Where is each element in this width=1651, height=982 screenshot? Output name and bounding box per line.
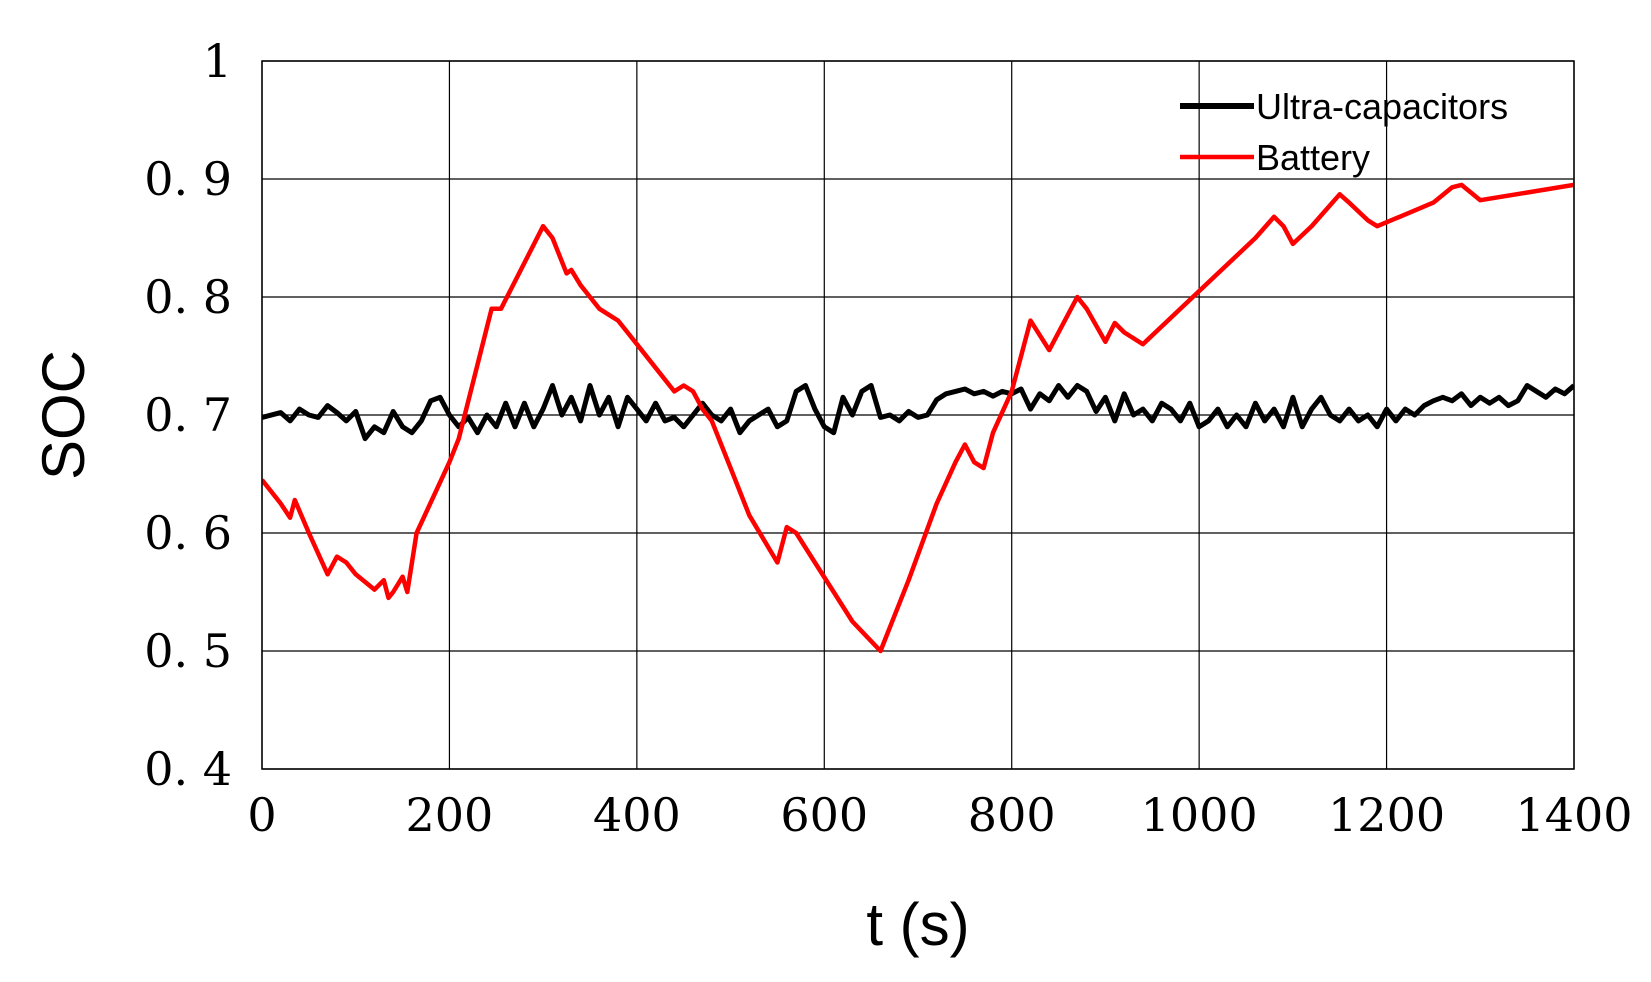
series-line-battery	[262, 182, 1574, 654]
x-tick-label: 1000	[1141, 788, 1258, 842]
y-tick-labels: 0. 4 0. 5 0. 6 0. 7 0. 8 0. 9 1	[144, 34, 232, 796]
y-tick-label: 0. 4	[144, 742, 232, 796]
legend: Ultra-capacitors Battery	[1180, 86, 1508, 178]
y-axis-title: SOC	[30, 350, 97, 480]
x-tick-label: 800	[968, 788, 1056, 842]
y-tick-label: 1	[203, 34, 232, 88]
x-tick-label: 600	[780, 788, 868, 842]
x-tick-label: 400	[593, 788, 681, 842]
y-tick-label: 0. 7	[144, 388, 232, 442]
x-axis-title: t (s)	[866, 891, 969, 958]
x-tick-label: 1200	[1328, 788, 1445, 842]
series-layer	[262, 182, 1574, 654]
legend-label: Ultra-capacitors	[1256, 86, 1508, 127]
x-tick-labels: 0 200 400 600 800 1000 1200 1400	[247, 788, 1632, 842]
legend-label: Battery	[1256, 137, 1370, 178]
x-tick-label: 200	[406, 788, 494, 842]
y-tick-label: 0. 9	[144, 152, 232, 206]
x-tick-label: 1400	[1515, 788, 1632, 842]
y-tick-label: 0. 8	[144, 270, 232, 324]
x-tick-label: 0	[247, 788, 276, 842]
y-tick-label: 0. 6	[144, 506, 232, 560]
y-tick-label: 0. 5	[144, 624, 232, 678]
plot-area-frame	[261, 60, 1575, 770]
grid	[261, 60, 1575, 770]
series-line-ultra-capacitors	[262, 383, 1574, 442]
